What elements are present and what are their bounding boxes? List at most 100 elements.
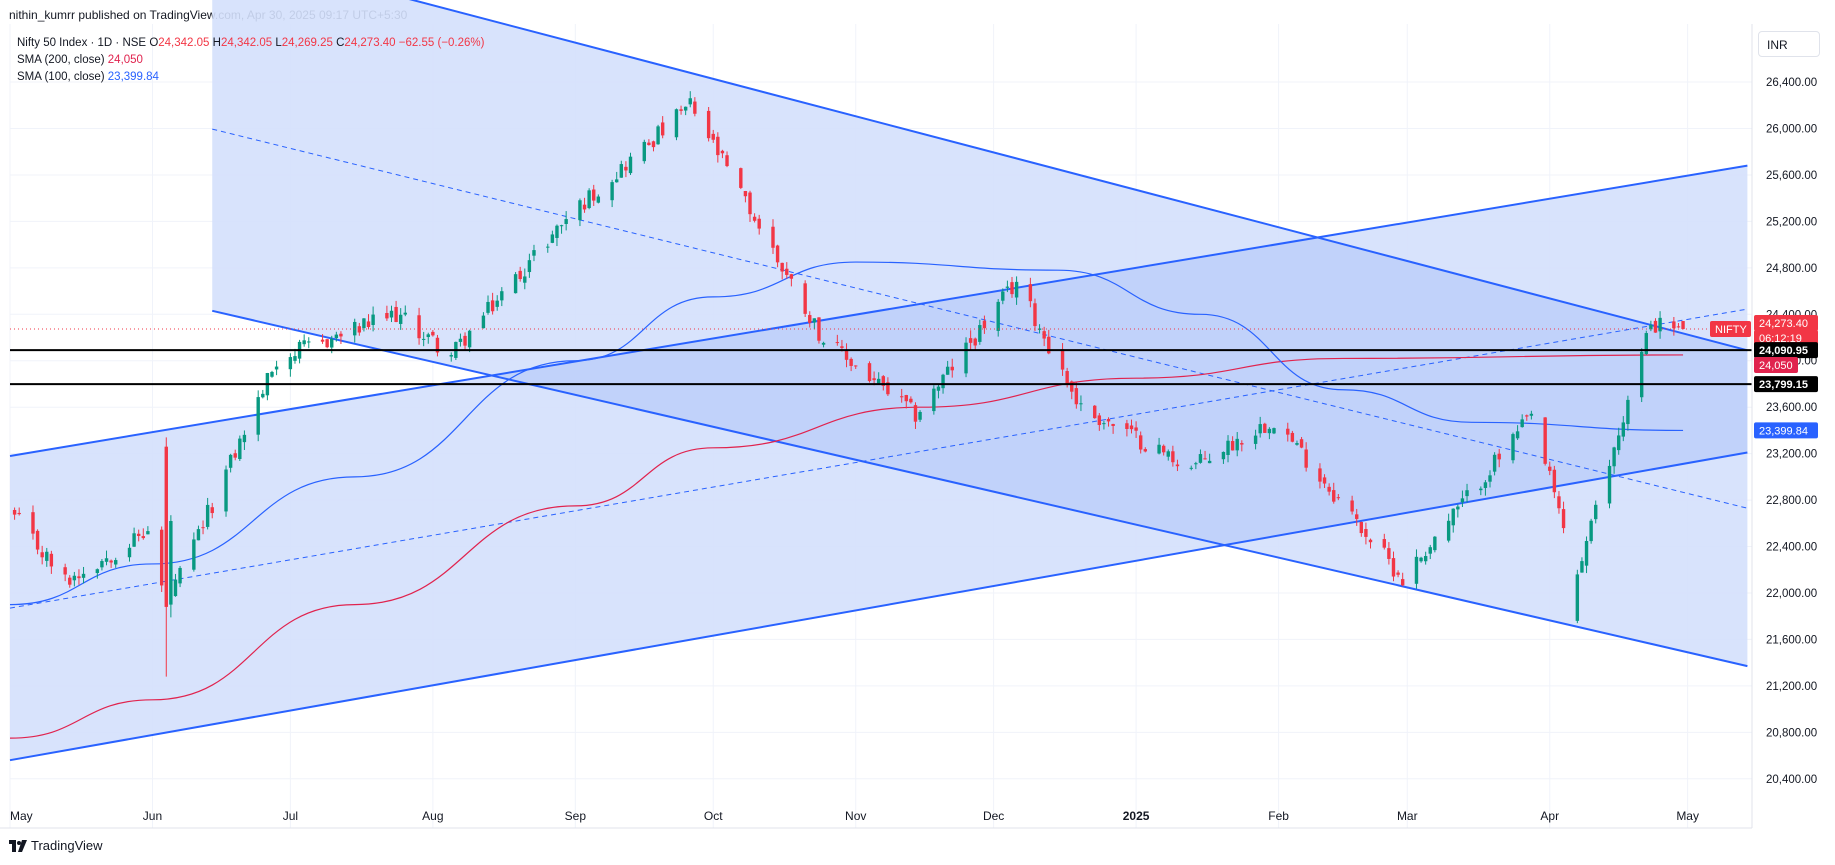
candle-body: [771, 226, 775, 248]
x-tick-label: Dec: [983, 809, 1004, 823]
candle: [169, 515, 173, 618]
candle: [656, 124, 660, 145]
y-tick-label: 22,800.00: [1766, 495, 1817, 507]
candle-body: [711, 133, 715, 140]
sma100-line[interactable]: [9, 261, 1684, 606]
candle-body: [146, 531, 150, 535]
candle: [1414, 549, 1419, 589]
candle: [159, 526, 164, 592]
y-tick-label: 26,000.00: [1766, 124, 1817, 136]
candle: [270, 370, 274, 378]
candle-body: [610, 182, 614, 201]
candle-body: [1387, 548, 1391, 559]
candle-body: [1359, 521, 1364, 534]
candle-body: [385, 312, 389, 319]
candle-body: [840, 346, 844, 348]
candle-body: [1419, 557, 1423, 562]
candle: [35, 529, 40, 555]
tradingview-logo[interactable]: TradingView: [9, 838, 103, 853]
candle-body: [1258, 424, 1262, 434]
descending-channel-upper[interactable]: [212, 0, 1748, 352]
candle: [660, 116, 665, 139]
candle: [72, 571, 77, 587]
candle-body: [1138, 435, 1143, 450]
candle-body: [1460, 498, 1465, 503]
candle: [1575, 569, 1580, 624]
candle: [1143, 447, 1147, 453]
candle-body: [1286, 428, 1290, 435]
candle-body: [1001, 291, 1005, 301]
candle: [495, 295, 499, 311]
candle: [1161, 444, 1166, 456]
candle: [1460, 490, 1465, 508]
candle: [592, 184, 596, 206]
sma100-label: SMA (100, close): [17, 71, 105, 83]
candle-body: [233, 453, 237, 458]
candle: [808, 311, 812, 328]
candle: [1561, 501, 1566, 534]
candle: [1681, 321, 1685, 330]
candle-body: [660, 122, 665, 136]
candle: [1359, 521, 1364, 537]
candle-body: [35, 530, 40, 550]
candle-body: [31, 512, 35, 534]
candle-body: [1175, 464, 1180, 467]
candle: [1129, 419, 1134, 434]
candle: [1253, 429, 1258, 450]
horizontal-levels[interactable]: [10, 328, 1752, 386]
descending-channel-median[interactable]: [212, 128, 1748, 509]
candle-body: [1143, 449, 1147, 452]
candle: [500, 287, 504, 307]
candle: [1400, 572, 1405, 587]
moving-averages: [9, 261, 1684, 739]
candle-body: [261, 393, 265, 398]
candle-body: [12, 509, 17, 515]
ascending-channel-upper[interactable]: [9, 164, 1748, 457]
ascending-channel-median[interactable]: [9, 308, 1748, 609]
candle: [817, 317, 821, 344]
candle: [775, 244, 780, 268]
candle-body: [1102, 423, 1106, 425]
candle: [192, 532, 196, 572]
candle: [1332, 482, 1336, 504]
candle: [1060, 343, 1065, 376]
symbol-row[interactable]: Nifty 50 Index · 1D · NSE O24,342.05 H24…: [17, 35, 484, 52]
candle: [1189, 465, 1193, 471]
candle-body: [587, 190, 591, 209]
price-tag-label: 23,399.84: [1759, 425, 1808, 437]
candle-body: [886, 382, 890, 395]
candle-body: [909, 398, 913, 403]
sma100-row[interactable]: SMA (100, close) 23,399.84: [17, 69, 484, 86]
candle-body: [1575, 574, 1580, 621]
candle-body: [1129, 425, 1134, 430]
candle: [1391, 551, 1396, 582]
ascending-channel-fill: [10, 165, 1748, 761]
candle: [674, 108, 679, 141]
candle-body: [1014, 281, 1019, 298]
candle: [1607, 459, 1612, 509]
x-tick-label: Mar: [1397, 809, 1418, 823]
candle: [293, 348, 297, 364]
candle: [114, 557, 118, 568]
candle-body: [371, 314, 375, 325]
sma200-line[interactable]: [9, 354, 1684, 739]
candle-body: [748, 192, 752, 215]
candle: [201, 520, 205, 535]
candle: [716, 132, 720, 163]
currency-button[interactable]: INR: [1758, 31, 1820, 57]
candle-body: [1111, 423, 1115, 426]
descending-channel-lower[interactable]: [212, 309, 1748, 668]
candle: [546, 243, 550, 253]
candle: [17, 507, 21, 516]
candle-body: [307, 341, 311, 343]
time-axis[interactable]: May Jun Jul Aug Sep Oct Nov Dec 2025 Feb Mar Apr May: [0, 809, 1752, 829]
candle-body: [674, 109, 679, 138]
sma200-row[interactable]: SMA (200, close) 24,050: [17, 52, 484, 69]
price-tag-label: 24,273.40: [1759, 318, 1808, 330]
candle-body: [1621, 422, 1626, 437]
candle-body: [449, 355, 453, 357]
candle-body: [913, 405, 918, 422]
candle-body: [1322, 477, 1327, 484]
ascending-channel-lower[interactable]: [9, 451, 1748, 762]
